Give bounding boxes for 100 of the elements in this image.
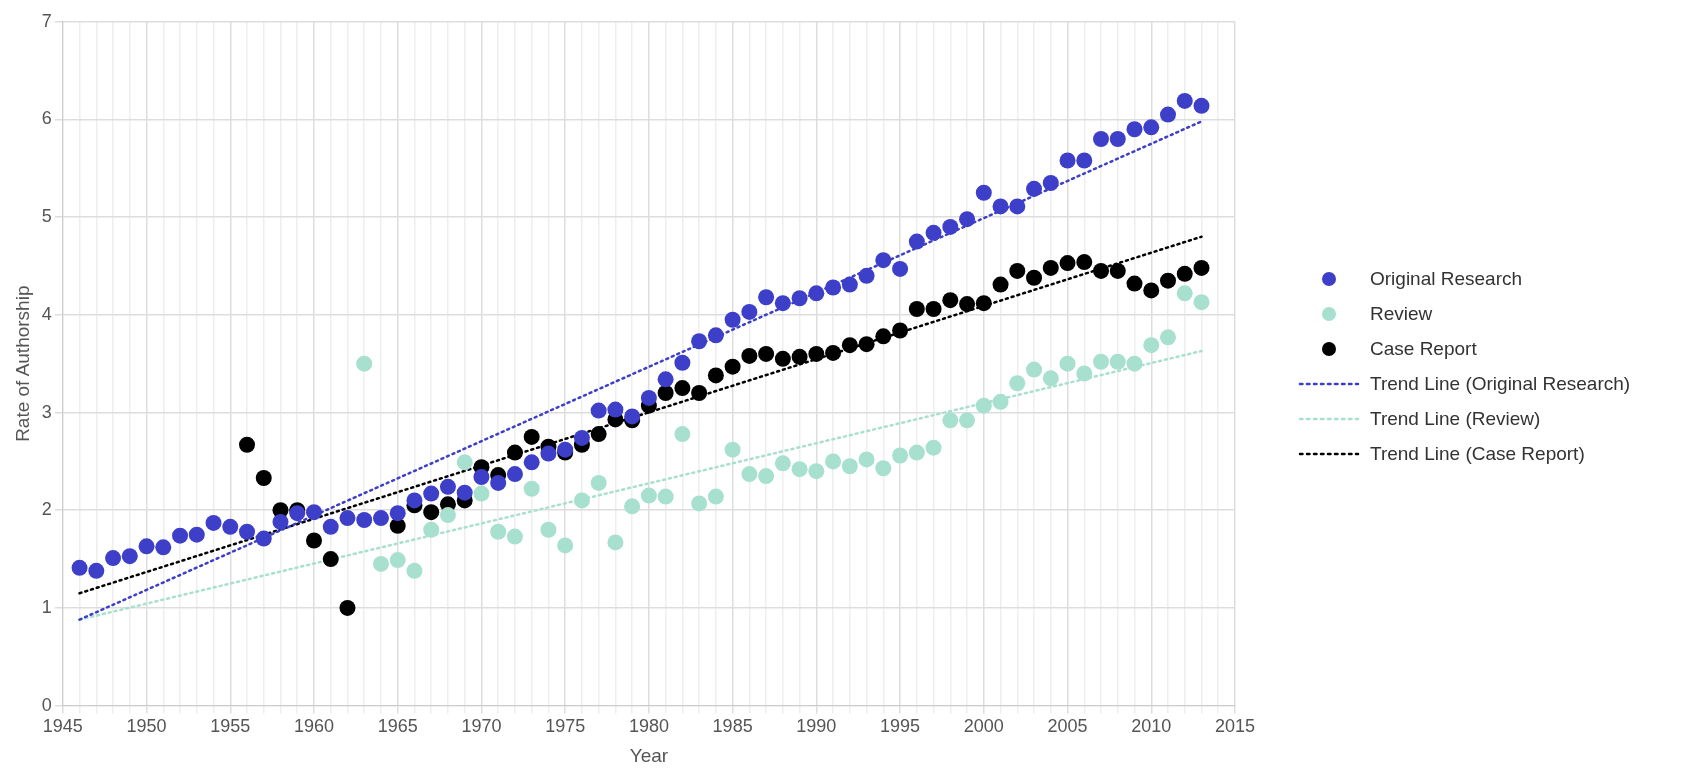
point (540, 521, 557, 538)
y-tick-label: 2 (41, 499, 52, 520)
point (573, 492, 590, 509)
point (490, 523, 507, 540)
point (707, 488, 724, 505)
point (506, 528, 523, 545)
x-tick-label: 1955 (210, 716, 251, 737)
point (506, 444, 523, 461)
point (791, 461, 808, 478)
point (1126, 275, 1143, 292)
x-tick-label: 2000 (963, 716, 1004, 737)
legend-label: Trend Line (Original Research) (1370, 373, 1631, 395)
point (1093, 353, 1110, 370)
x-tick-label: 1990 (796, 716, 837, 737)
point (1026, 269, 1043, 286)
point (305, 532, 322, 549)
point (975, 397, 992, 414)
x-tick-label: 1995 (880, 716, 921, 737)
point (858, 336, 875, 353)
point (389, 552, 406, 569)
point (1059, 255, 1076, 272)
point (875, 328, 892, 345)
point (959, 296, 976, 313)
y-tick-label: 1 (41, 596, 52, 617)
point (406, 562, 423, 579)
point (322, 551, 339, 568)
x-tick-label: 2010 (1131, 716, 1172, 737)
point (1042, 259, 1059, 276)
point (825, 453, 842, 470)
point (774, 350, 791, 367)
x-tick-label: 1945 (42, 716, 83, 737)
point (1176, 265, 1193, 282)
legend-label: Review (1370, 303, 1433, 325)
point (1093, 262, 1110, 279)
point (356, 355, 373, 372)
point (908, 301, 925, 317)
point (1009, 262, 1026, 279)
point (1076, 254, 1093, 271)
point (640, 487, 657, 504)
point (791, 348, 808, 365)
point (1076, 365, 1093, 382)
point (1109, 262, 1126, 279)
y-tick-label: 0 (41, 694, 52, 715)
point (841, 337, 858, 354)
y-tick-label: 5 (41, 206, 52, 227)
point (423, 521, 440, 538)
point (808, 345, 825, 362)
point (523, 428, 540, 445)
point (1193, 259, 1210, 276)
point (808, 463, 825, 480)
x-tick-label: 1975 (545, 716, 586, 737)
point (1160, 329, 1176, 346)
x-axis-title: Year (629, 744, 669, 766)
point (590, 426, 607, 443)
x-tick-label: 1980 (628, 716, 669, 737)
point (557, 537, 574, 554)
legend-label: Trend Line (Case Report) (1370, 443, 1585, 465)
legend-label: Case Report (1370, 338, 1477, 360)
point (657, 385, 674, 402)
point (1026, 361, 1043, 378)
point (825, 344, 842, 361)
point (1160, 272, 1176, 289)
y-tick-label: 3 (41, 401, 52, 422)
point (707, 367, 724, 384)
point (892, 447, 909, 464)
point (858, 451, 875, 468)
point (674, 380, 691, 397)
point (741, 347, 758, 364)
point (1126, 355, 1143, 372)
point (875, 460, 892, 477)
point (1193, 294, 1210, 311)
point (925, 301, 942, 317)
x-tick-label: 2005 (1047, 716, 1088, 737)
point (473, 485, 490, 502)
point (1009, 375, 1026, 392)
point (1176, 285, 1193, 302)
point (239, 436, 256, 453)
point (892, 322, 909, 339)
point (657, 488, 674, 505)
point (959, 412, 976, 429)
point (992, 276, 1009, 293)
point (674, 426, 691, 443)
point (624, 498, 641, 515)
point (456, 454, 473, 471)
point (975, 295, 992, 312)
point (439, 507, 456, 524)
x-tick-label: 1965 (377, 716, 418, 737)
point (942, 412, 959, 429)
point (942, 292, 959, 309)
legend-label: Trend Line (Review) (1370, 408, 1541, 430)
x-tick-label: 1950 (126, 716, 167, 737)
point (774, 455, 791, 472)
point (1143, 282, 1160, 299)
point (1143, 337, 1160, 354)
point (691, 385, 708, 402)
point (758, 468, 775, 485)
point (1042, 370, 1059, 387)
y-tick-label: 4 (41, 303, 52, 324)
point (724, 441, 741, 458)
point (423, 504, 440, 521)
